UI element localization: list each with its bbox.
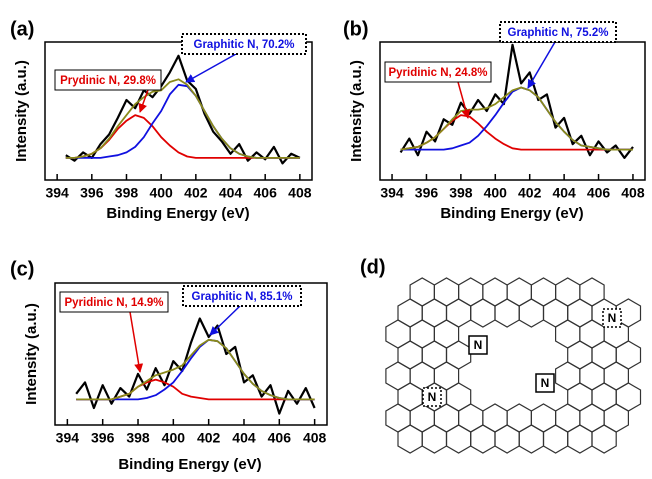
x-tick-label: 406 (587, 185, 611, 201)
y-axis-label: Intensity (a.u.) (13, 60, 30, 162)
x-tick-label: 408 (621, 185, 645, 201)
annotation-text: Graphitic N, 70.2% (194, 39, 295, 51)
y-axis-label: Intensity (a.u.) (348, 60, 365, 162)
panel-label: (a) (10, 18, 34, 40)
nitrogen-box (602, 308, 622, 328)
x-tick-label: 402 (518, 185, 542, 201)
x-axis-label: Binding Energy (eV) (118, 456, 261, 473)
panel-label: (d) (360, 256, 386, 278)
graphene-diagram: (d) N N N N (360, 256, 642, 454)
x-tick-label: 394 (45, 185, 69, 201)
x-tick-label: 402 (184, 185, 208, 201)
data-line (65, 54, 301, 165)
x-tick-label: 408 (288, 185, 312, 201)
annotation-box (181, 33, 307, 55)
x-axis-label: Binding Energy (eV) (440, 205, 583, 222)
x-tick-label: 400 (484, 185, 508, 201)
annotation-text: Pyridinic N, 24.8% (388, 67, 487, 79)
plot-frame (44, 41, 313, 181)
x-tick-label: 394 (56, 430, 80, 446)
nitrogen-atom: N (541, 376, 550, 390)
x-tick-label: 396 (415, 185, 439, 201)
nitrogen-atom: N (428, 390, 437, 404)
nitrogen-atom: N (608, 311, 617, 325)
annotation-arrow (527, 41, 556, 89)
annotation-box (59, 291, 169, 313)
annotation-text: Prydinic N, 29.8% (60, 75, 156, 87)
annotation-arrow (185, 53, 237, 83)
nitrogen-box (422, 387, 442, 407)
annotation-box (384, 61, 492, 83)
x-tick-label: 402 (197, 430, 221, 446)
x-tick-label: 398 (126, 430, 150, 446)
annotation-arrow (138, 89, 149, 113)
x-tick-label: 394 (380, 185, 404, 201)
x-tick-label: 396 (91, 430, 115, 446)
x-tick-label: 396 (80, 185, 104, 201)
x-tick-label: 404 (219, 185, 243, 201)
annotation-text: Graphitic N, 85.1% (192, 291, 293, 303)
x-tick-label: 406 (268, 430, 292, 446)
annotation-box (54, 69, 162, 91)
annotation-box (182, 285, 302, 307)
nitrogen-box (535, 373, 555, 393)
annotation-text: Graphitic N, 75.2% (508, 27, 609, 39)
fit-line (76, 338, 315, 401)
x-tick-label: 404 (232, 430, 256, 446)
annotation-arrow (457, 81, 471, 119)
nitrogen-atom: N (474, 338, 483, 352)
x-tick-label: 404 (552, 185, 576, 201)
annotation-arrow (129, 311, 144, 373)
x-tick-label: 400 (162, 430, 186, 446)
panel-label: (b) (343, 18, 369, 40)
x-axis-label: Binding Energy (eV) (106, 205, 249, 222)
x-tick-label: 406 (254, 185, 278, 201)
panel-label: (c) (10, 258, 34, 280)
x-tick-label: 398 (449, 185, 473, 201)
y-axis-label: Intensity (a.u.) (23, 303, 40, 405)
x-tick-label: 408 (303, 430, 327, 446)
x-tick-label: 400 (149, 185, 173, 201)
nitrogen-box (468, 335, 488, 355)
annotation-arrow (209, 305, 241, 336)
plot-frame (54, 282, 328, 426)
fit-line (65, 78, 300, 159)
annotation-box (499, 21, 617, 43)
x-tick-label: 398 (115, 185, 139, 201)
hexagon-ring (591, 424, 617, 454)
annotation-text: Pyridinic N, 14.9% (64, 297, 163, 309)
fit-line (400, 86, 633, 151)
